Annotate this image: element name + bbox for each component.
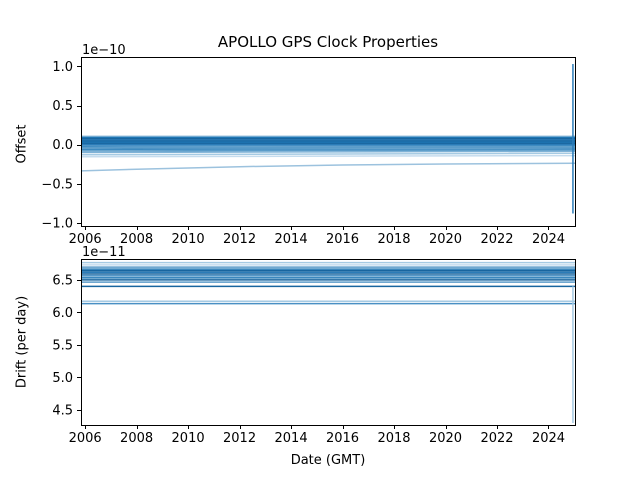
chart-title: APOLLO GPS Clock Properties [217,33,439,51]
y-tick-label: 5.5 [52,338,73,353]
series-line [80,150,576,154]
x-tick-label: 2018 [377,431,410,446]
x-tick-label: 2006 [69,431,102,446]
x-tick-label: 2024 [532,431,565,446]
axes-frame [81,57,576,227]
x-tick-label: 2016 [326,431,359,446]
y-tick-label: 6.5 [52,273,73,288]
x-tick-label: 2022 [480,431,513,446]
x-tick-label: 2008 [120,232,153,247]
series-line [80,162,576,172]
y-tick-label: 6.0 [52,306,73,321]
x-tick-label: 2012 [223,232,256,247]
y-tick-label: 0.0 [52,138,73,153]
offset-scale-top: 1e−10 [82,43,126,58]
y-axis-label-drift: Drift (per day) [14,295,30,389]
x-tick-label: 2008 [120,431,153,446]
y-tick-label: 4.5 [52,404,73,419]
x-tick-label: 2020 [429,232,462,247]
y-tick-label: −0.5 [41,177,73,192]
x-tick-label: 2012 [223,431,256,446]
axes-frame [81,259,576,426]
series-line [80,154,576,158]
series-line [80,149,576,152]
x-axis-label: Date (GMT) [290,453,366,468]
x-tick-label: 2010 [172,232,205,247]
x-tick-label: 2024 [532,232,565,247]
x-tick-label: 2006 [69,232,102,247]
x-tick-label: 2014 [275,431,308,446]
y-tick-label: 5.0 [52,371,73,386]
y-tick-label: 1.0 [52,60,73,75]
offset-scale-bottom: 1e−11 [82,245,126,260]
x-tick-label: 2016 [326,232,359,247]
y-tick-label: 0.5 [52,99,73,114]
x-tick-label: 2010 [172,431,205,446]
y-tick-label: −1.0 [41,216,73,231]
x-tick-label: 2018 [377,232,410,247]
y-axis-label-offset: Offset [14,124,30,164]
x-tick-label: 2022 [480,232,513,247]
x-tick-label: 2020 [429,431,462,446]
x-tick-label: 2014 [275,232,308,247]
series-line [80,152,576,156]
